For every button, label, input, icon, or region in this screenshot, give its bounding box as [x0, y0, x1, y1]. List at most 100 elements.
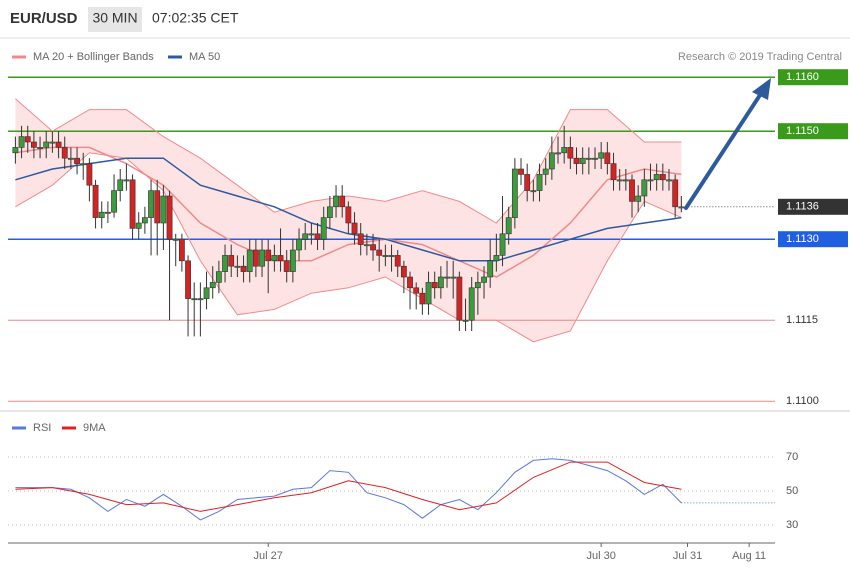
- candle-body: [659, 174, 666, 181]
- candle-body: [154, 190, 161, 224]
- chart-title: EUR/USD: [10, 10, 78, 27]
- candle-body: [579, 157, 586, 164]
- candle-body: [172, 238, 179, 241]
- candle-body: [12, 147, 19, 154]
- candle-body: [672, 179, 679, 208]
- candle-body: [240, 265, 247, 272]
- candle-body: [376, 249, 383, 256]
- candle-body: [129, 179, 136, 229]
- candle-body: [505, 217, 512, 235]
- candle-body: [326, 206, 333, 218]
- rsi-tick-label: 30: [786, 519, 798, 531]
- candle-body: [289, 249, 296, 272]
- candle-body: [252, 249, 259, 267]
- candle-body: [548, 152, 555, 170]
- candle-body: [178, 238, 185, 262]
- candle-body: [524, 174, 531, 191]
- candle-body: [462, 319, 469, 322]
- legend-label: MA 50: [189, 51, 220, 63]
- level-label: 1.1130: [786, 233, 819, 245]
- level-label: 1.1100: [786, 395, 819, 407]
- candle-body: [37, 147, 43, 149]
- candle-body: [49, 141, 56, 144]
- candle-body: [339, 195, 346, 208]
- candle-body: [493, 255, 500, 262]
- candle-body: [123, 179, 130, 182]
- x-tick-label: Jul 27: [254, 550, 283, 562]
- legend-label: RSI: [33, 422, 51, 434]
- candle-body: [431, 282, 438, 289]
- legend-label: 9MA: [83, 422, 106, 434]
- candle-body: [542, 168, 549, 175]
- candle-body: [67, 157, 74, 160]
- candle-body: [197, 298, 204, 301]
- candle-body: [234, 265, 241, 268]
- candle-body: [616, 179, 623, 182]
- time: 07:02:35 CET: [152, 10, 239, 26]
- candle-body: [425, 282, 432, 305]
- candle-body: [92, 184, 99, 218]
- candle-body: [647, 179, 654, 182]
- candle-body: [55, 141, 62, 148]
- candle-body: [135, 222, 142, 229]
- rsi-tick-label: 50: [786, 485, 798, 497]
- candle-body: [598, 152, 605, 159]
- last-price-box: [778, 198, 848, 215]
- candle-body: [487, 260, 494, 278]
- candle-body: [419, 292, 426, 305]
- legend-label: MA 20 + Bollinger Bands: [33, 51, 154, 63]
- last-price-label: 1.1136: [786, 201, 819, 213]
- candle-body: [308, 233, 315, 236]
- level-label-box: [778, 231, 848, 248]
- candle-body: [653, 174, 660, 181]
- candle-body: [592, 157, 598, 160]
- candle-body: [474, 282, 481, 289]
- candle-body: [277, 255, 284, 262]
- candle-body: [61, 147, 68, 159]
- candle-body: [215, 271, 222, 283]
- candle-body: [209, 282, 216, 289]
- candle-body: [604, 152, 611, 164]
- candle-body: [468, 287, 475, 321]
- candle-body: [259, 249, 265, 267]
- candle-body: [111, 190, 117, 213]
- candle-body: [148, 190, 154, 218]
- candle-body: [271, 255, 278, 262]
- candle-body: [18, 136, 25, 148]
- candle-body: [302, 233, 309, 240]
- level-label: 1.1160: [786, 71, 819, 83]
- candle-body: [641, 179, 648, 197]
- candle-body: [351, 222, 358, 235]
- candle-body: [80, 163, 87, 166]
- level-label: 1.1150: [786, 125, 819, 137]
- candle-body: [536, 174, 543, 191]
- timeframe-box: [88, 7, 142, 32]
- candle-body: [203, 287, 210, 299]
- candle-body: [43, 141, 50, 148]
- timeframe: 30 MIN: [92, 10, 137, 26]
- candle-body: [561, 147, 568, 154]
- candle-body: [314, 233, 321, 240]
- candle-body: [166, 195, 173, 240]
- candle-body: [283, 260, 290, 272]
- candle-body: [413, 287, 420, 294]
- candle-body: [511, 168, 518, 218]
- rsi-line: [15, 458, 682, 521]
- x-tick-label: Jul 31: [673, 550, 702, 562]
- candle-body: [567, 147, 574, 159]
- level-label-box: [778, 123, 848, 140]
- candle-body: [481, 276, 487, 283]
- candle-body: [388, 255, 395, 257]
- candle-body: [622, 179, 629, 182]
- candle-body: [635, 195, 642, 202]
- credit: Research © 2019 Trading Central: [678, 51, 842, 63]
- candle-body: [499, 233, 506, 256]
- candle-body: [610, 163, 617, 181]
- candle-body: [407, 276, 413, 289]
- candle-body: [104, 211, 111, 214]
- candle-body: [160, 195, 167, 224]
- candle-body: [530, 190, 537, 193]
- level-label: 1.1115: [786, 314, 818, 326]
- rsi-line: [15, 461, 682, 512]
